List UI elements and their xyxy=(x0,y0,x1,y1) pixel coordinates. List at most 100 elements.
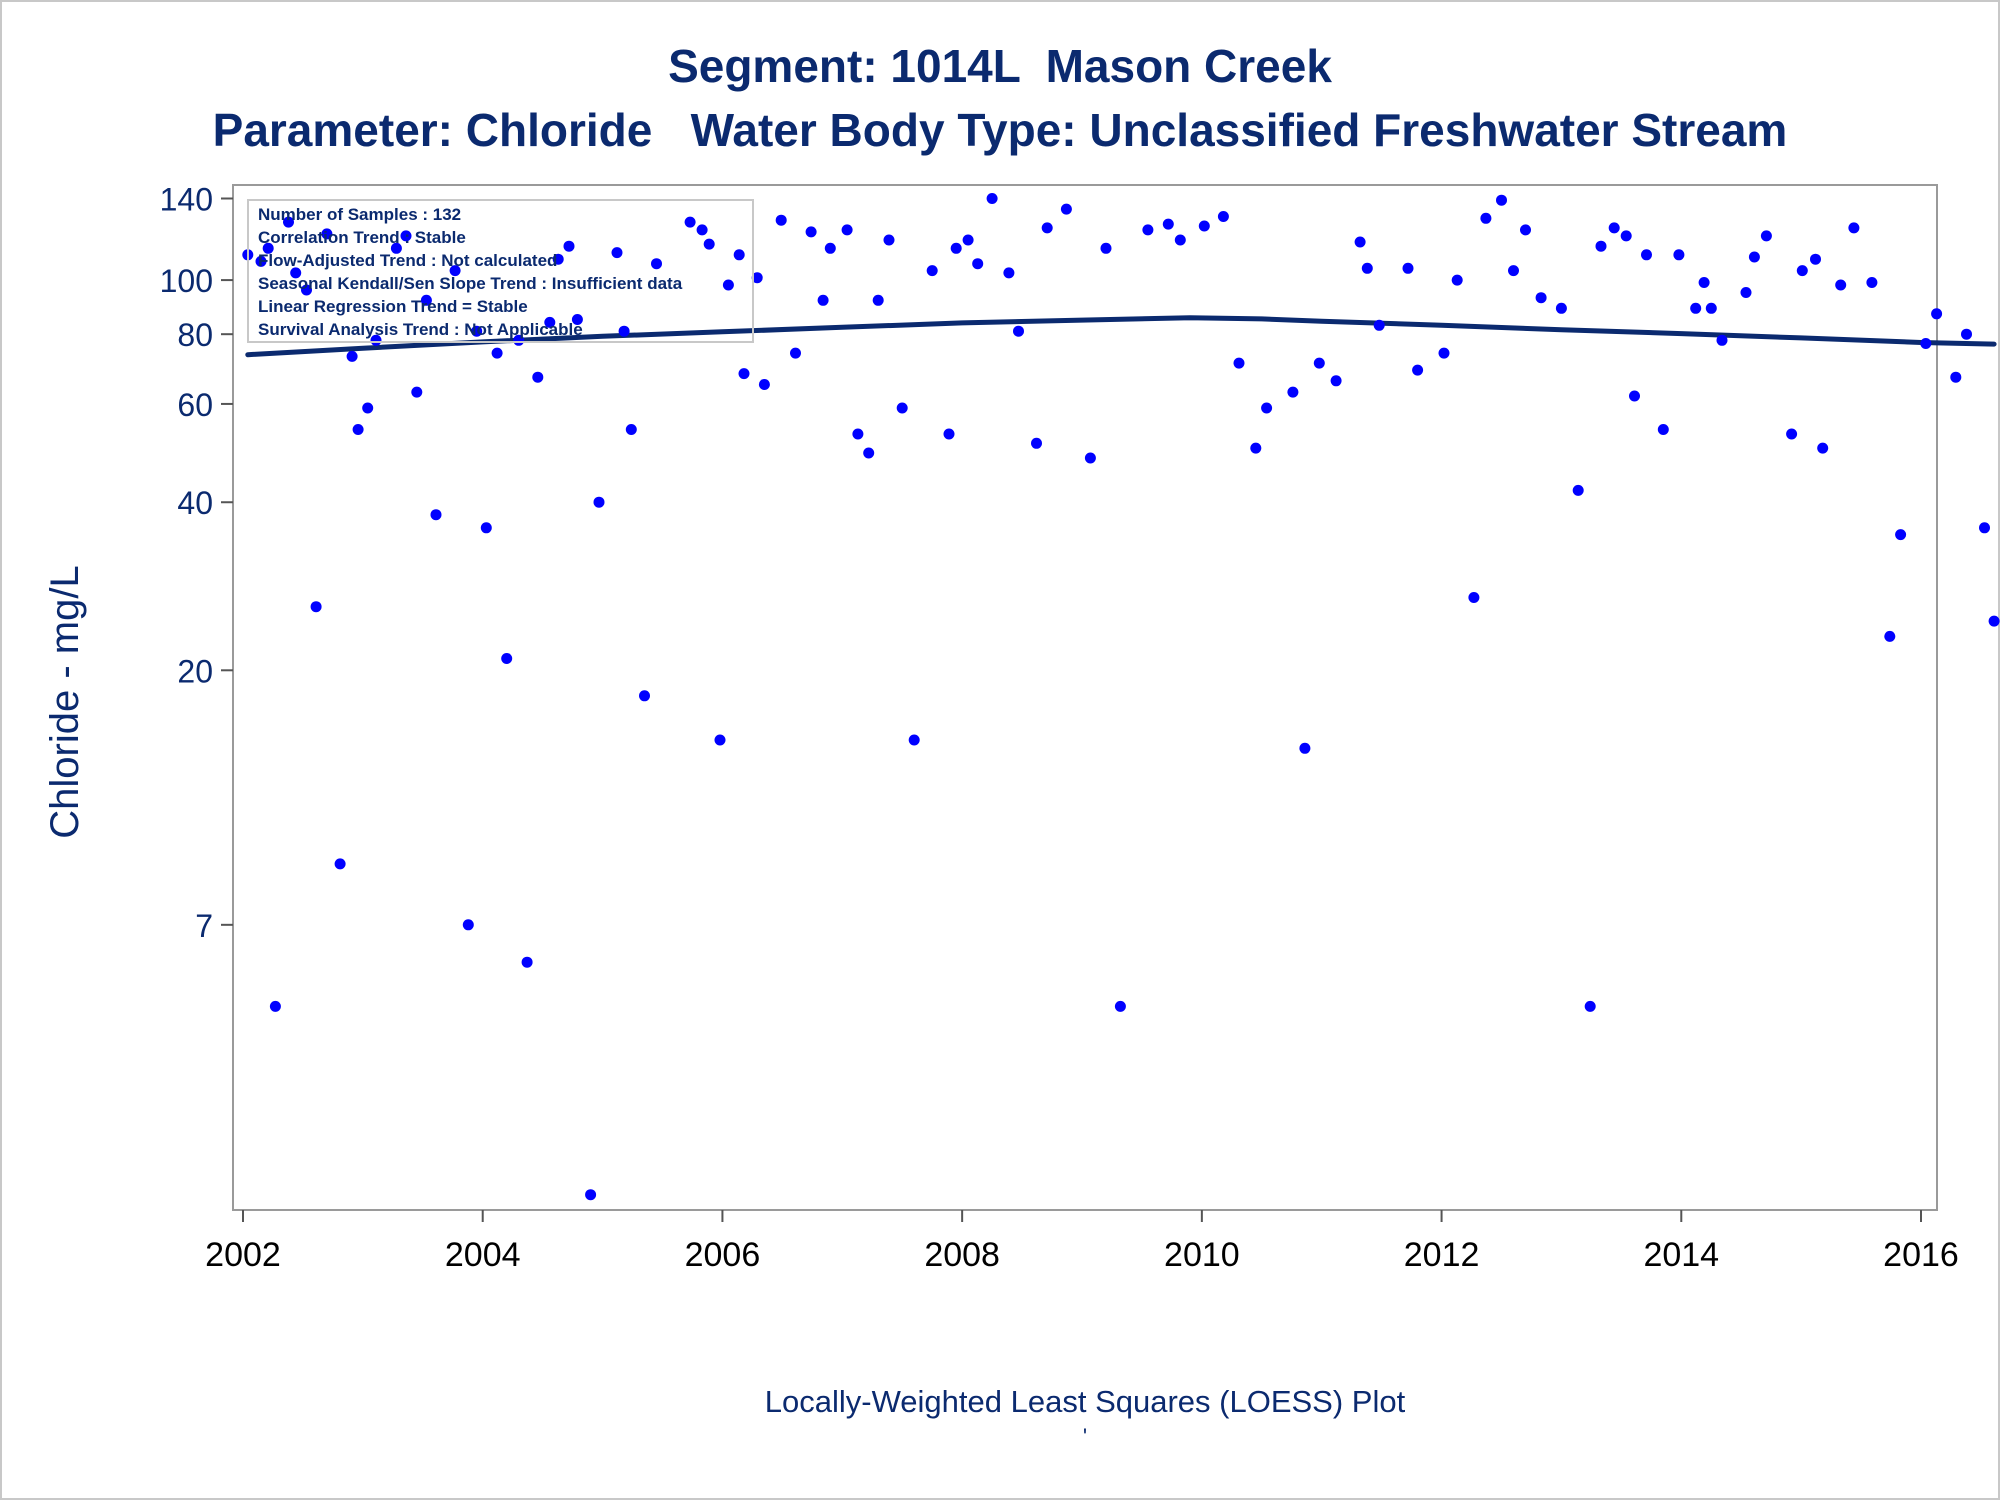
sample-point xyxy=(471,325,483,337)
sample-point xyxy=(462,919,474,931)
sample-point xyxy=(593,496,605,508)
sample-point xyxy=(544,316,556,328)
sample-point xyxy=(1451,274,1463,286)
sample-point xyxy=(1361,262,1373,274)
sample-point xyxy=(751,272,763,284)
sample-point xyxy=(1760,230,1772,242)
sample-point xyxy=(1817,442,1829,454)
stats-line-correlation: Correlation Trend : Stable xyxy=(258,228,466,247)
stats-line-samples: Number of Samples : 132 xyxy=(258,205,461,224)
y-tick-label: 20 xyxy=(177,653,213,689)
sample-point xyxy=(1438,347,1450,359)
sample-point xyxy=(283,216,294,228)
sample-point xyxy=(1250,442,1262,454)
sample-point xyxy=(790,347,801,359)
sample-point xyxy=(571,314,583,325)
sample-point xyxy=(926,265,938,277)
sample-point xyxy=(1835,279,1847,291)
sample-point xyxy=(775,214,787,226)
stats-line-seasonal-kendall: Seasonal Kendall/Sen Slope Trend : Insuf… xyxy=(258,274,683,293)
sample-point xyxy=(1555,302,1567,314)
sample-point xyxy=(585,1189,597,1201)
sample-point xyxy=(852,428,864,440)
footnote-mark: ' xyxy=(1083,1424,1087,1449)
sample-point xyxy=(722,279,734,291)
sample-point xyxy=(758,379,770,390)
sample-point xyxy=(321,228,333,240)
sample-point xyxy=(1354,236,1366,248)
sample-point xyxy=(1810,253,1821,265)
y-tick-label: 140 xyxy=(160,182,213,218)
sample-point xyxy=(1162,218,1174,230)
sample-point xyxy=(1468,592,1480,603)
footnote-text: Locally-Weighted Least Squares (LOESS) P… xyxy=(765,1384,1406,1419)
sample-point xyxy=(1508,265,1519,277)
sample-point xyxy=(400,230,412,242)
x-tick-label: 2006 xyxy=(685,1236,761,1274)
sample-point xyxy=(1031,437,1042,449)
sample-point xyxy=(908,734,920,746)
sample-point xyxy=(290,267,302,279)
sample-point xyxy=(1142,224,1154,236)
sample-point xyxy=(639,690,650,702)
sample-point xyxy=(501,653,513,664)
sample-point xyxy=(411,386,423,398)
sample-point xyxy=(1895,529,1907,541)
sample-point xyxy=(1402,262,1414,274)
sample-point xyxy=(1100,242,1112,254)
sample-point xyxy=(950,242,962,254)
sample-point xyxy=(1716,334,1728,346)
sample-point xyxy=(1330,375,1342,387)
sample-point xyxy=(1412,364,1424,376)
sample-point xyxy=(390,242,402,254)
x-tick-label: 2012 xyxy=(1404,1236,1480,1274)
sample-point xyxy=(1673,249,1685,261)
sample-point xyxy=(1041,222,1053,234)
sample-point xyxy=(1920,338,1932,349)
sample-point xyxy=(824,242,836,254)
sample-point xyxy=(817,294,829,306)
sample-point xyxy=(449,265,461,277)
chart-title: Segment: 1014L Mason Creek xyxy=(668,40,1332,92)
sample-point xyxy=(1520,224,1531,236)
sample-point xyxy=(1313,357,1325,369)
sample-point xyxy=(1657,424,1669,435)
chart-subtitle: Parameter: Chloride Water Body Type: Unc… xyxy=(213,104,1788,156)
stats-box-frame xyxy=(247,199,754,343)
sample-point xyxy=(521,956,533,968)
sample-point xyxy=(696,224,708,236)
sample-point xyxy=(301,284,312,296)
sample-point xyxy=(532,371,544,383)
sample-point xyxy=(1740,287,1752,298)
y-tick-label: 7 xyxy=(195,908,213,944)
sample-point xyxy=(943,428,955,440)
sample-point xyxy=(1796,265,1808,277)
sample-point xyxy=(346,350,358,362)
x-axis: 2002 2004 2006 2008 2010 2012 2014 2016 xyxy=(205,1210,1959,1274)
sample-point xyxy=(684,216,696,228)
sample-point xyxy=(491,347,503,359)
y-axis-label: Chloride - mg/L xyxy=(43,565,87,838)
sample-point xyxy=(1287,386,1299,398)
sample-point xyxy=(1233,357,1245,369)
plot-frame xyxy=(232,184,1938,1211)
sample-point xyxy=(255,255,267,267)
y-tick-label: 100 xyxy=(160,263,213,299)
sample-point xyxy=(1572,484,1584,496)
sample-point xyxy=(513,334,525,346)
x-tick-label: 2016 xyxy=(1883,1236,1959,1274)
x-tick-label: 2010 xyxy=(1164,1236,1240,1274)
sample-point xyxy=(310,601,322,613)
sample-point xyxy=(1060,203,1072,215)
sample-point xyxy=(1595,240,1607,252)
stats-line-flow-adjusted: Flow-Adjusted Trend : Not calculated xyxy=(258,251,557,270)
sample-point xyxy=(1114,1000,1126,1012)
x-tick-label: 2004 xyxy=(445,1236,521,1274)
sample-point xyxy=(1690,302,1702,314)
sample-point xyxy=(1608,222,1620,234)
sample-point xyxy=(703,238,715,250)
sample-point xyxy=(962,234,974,246)
stats-line-linear-regression: Linear Regression Trend = Stable xyxy=(258,297,528,316)
